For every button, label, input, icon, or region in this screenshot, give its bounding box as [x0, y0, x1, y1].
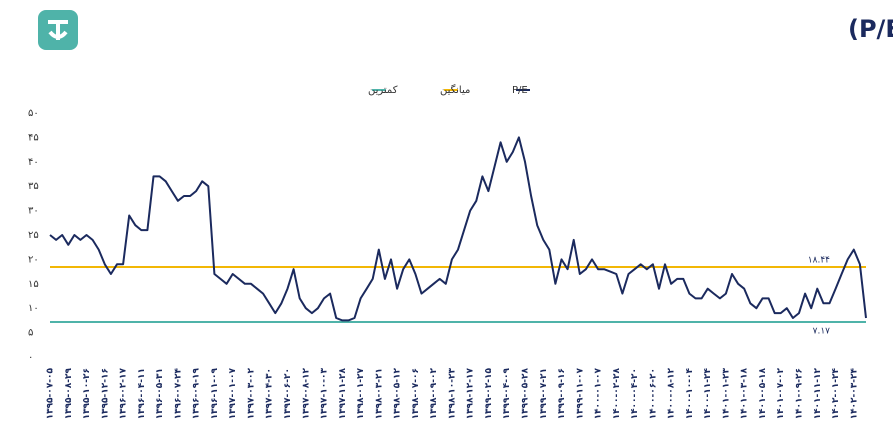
- x-tick-label: ۱۴۰۰-۰۸-۱۲: [667, 367, 677, 419]
- x-tick-label: ۱۳۹۶-۰۲-۱۷: [119, 367, 129, 419]
- y-tick-label: ۰: [28, 352, 33, 363]
- x-tick-label: ۱۴۰۰-۰۶-۲۰: [648, 368, 658, 419]
- x-tick-label: ۱۳۹۵-۰۸-۲۹: [64, 367, 74, 419]
- logo-glyph: [48, 20, 68, 40]
- x-tick-label: ۱۳۹۶-۰۴-۱۱: [137, 368, 147, 419]
- x-tick-label: ۱۴۰۰-۰۴-۲۰: [630, 368, 640, 419]
- x-tick-label: ۱۳۹۸-۱۰-۲۳: [447, 367, 457, 419]
- x-tick-label: ۱۳۹۸-۰۵-۱۲: [393, 367, 403, 419]
- logo: [38, 10, 78, 50]
- y-tick-label: ۴۵: [28, 132, 39, 143]
- x-tick-label: ۱۳۹۶-۱۱-۰۹: [210, 367, 220, 419]
- y-tick-label: ۴۰: [28, 157, 39, 168]
- legend-label: میانگین: [440, 84, 470, 96]
- x-tick-label: ۱۳۹۵-۱۲-۱۶: [100, 368, 110, 419]
- x-tick-label: ۱۳۹۷-۰۳-۰۲: [246, 367, 256, 419]
- x-tick-label: ۱۴۰۲-۰۳-۲۴: [849, 367, 859, 419]
- x-tick-label: ۱۴۰۱-۰۷-۰۲: [776, 367, 786, 419]
- y-tick-label: ۲۵: [28, 230, 39, 241]
- x-tick-label: ۱۳۹۷-۰۶-۲۰: [283, 368, 293, 419]
- chart-title: تاریخچه نسبت قیمت به درآمد (P/E): [848, 14, 893, 43]
- x-tick-label: ۱۴۰۱-۰۳-۱۸: [740, 367, 750, 419]
- x-tick-label: ۱۳۹۸-۰۳-۲۱: [374, 368, 384, 419]
- x-tick-label: ۱۳۹۵-۰۷-۰۵: [46, 367, 56, 419]
- x-tick-label: ۱۳۹۷-۰۴-۳۰: [265, 368, 275, 419]
- x-tick-label: ۱۳۹۷-۱۰-۰۳: [320, 367, 330, 419]
- x-tick-label: ۱۳۹۹-۱۱-۰۷: [575, 367, 585, 419]
- y-tick-label: ۲۰: [28, 254, 39, 265]
- x-tick-label: ۱۳۹۷-۰۸-۱۲: [301, 367, 311, 419]
- x-tick-label: ۱۳۹۹-۰۷-۲۱: [539, 368, 549, 419]
- y-tick-label: ۱۰: [28, 303, 39, 314]
- y-tick-label: ۳۰: [28, 206, 39, 217]
- x-tick-label: ۱۴۰۲-۰۱-۲۴: [831, 367, 841, 419]
- x-tick-label: ۱۳۹۶-۰۹-۱۹: [192, 367, 202, 419]
- x-tick-label: ۱۴۰۰-۱۱-۲۴: [703, 367, 713, 419]
- y-tick-label: ۵۰: [28, 108, 39, 119]
- x-tick-label: ۱۳۹۹-۰۵-۲۸: [520, 367, 530, 419]
- x-tick-label: ۱۳۹۶-۰۷-۲۴: [173, 367, 183, 419]
- x-tick-label: ۱۴۰۰-۰۲-۲۸: [612, 367, 622, 419]
- x-tick-label: ۱۳۹۹-۰۲-۱۵: [484, 367, 494, 419]
- x-tick-label: ۱۳۹۸-۰۷-۰۶: [411, 368, 421, 419]
- x-tick-label: ۱۳۹۸-۰۹-۰۲: [429, 367, 439, 419]
- reference-label: ۷.۱۷: [813, 327, 831, 337]
- legend-label: کمترین: [368, 85, 398, 96]
- y-tick-label: ۳۵: [28, 181, 39, 192]
- x-tick-label: ۱۴۰۱-۰۱-۲۳: [721, 367, 731, 419]
- x-tick-label: ۱۴۰۱-۰۵-۱۸: [758, 367, 768, 419]
- y-tick-label: ۱۵: [28, 279, 39, 290]
- y-tick-label: ۵: [28, 328, 33, 339]
- x-tick-label: ۱۴۰۰-۱۰-۰۴: [685, 367, 695, 419]
- x-tick-label: ۱۳۹۶-۰۵-۳۱: [155, 368, 165, 419]
- x-tick-label: ۱۴۰۱-۰۹-۲۶: [795, 368, 805, 419]
- x-tick-label: ۱۳۹۵-۱۰-۲۶: [82, 368, 92, 419]
- x-tick-label: ۱۳۹۸-۱۲-۱۷: [466, 367, 476, 419]
- x-tick-label: ۱۳۹۷-۰۱-۰۷: [228, 367, 238, 419]
- x-tick-label: ۱۴۰۰-۰۱-۰۷: [594, 367, 604, 419]
- x-tick-label: ۱۴۰۱-۱۱-۱۲: [813, 367, 823, 419]
- x-tick-label: ۱۳۹۷-۱۱-۲۸: [338, 367, 348, 419]
- reference-label: ۱۸.۴۴: [808, 256, 830, 266]
- x-tick-label: ۱۳۹۹-۰۹-۱۶: [557, 368, 567, 419]
- x-tick-label: ۱۳۹۸-۰۱-۲۷: [356, 367, 366, 419]
- legend-label: P/E: [512, 85, 528, 96]
- x-tick-label: ۱۳۹۹-۰۴-۰۹: [502, 367, 512, 419]
- data-line: [49, 136, 867, 322]
